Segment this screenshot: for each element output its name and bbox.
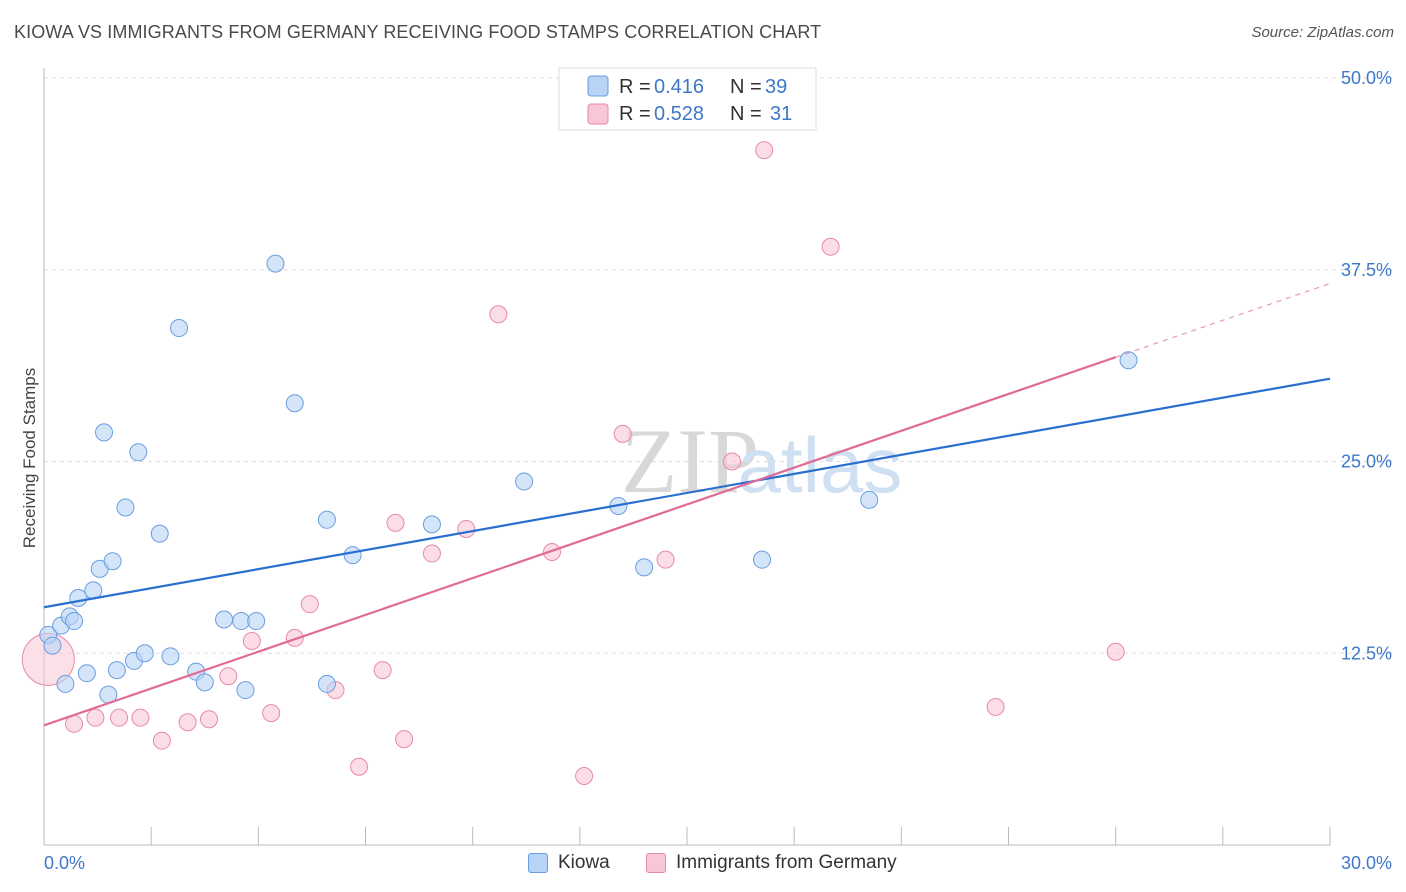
point-kiowa: [247, 612, 266, 631]
point-kiowa: [43, 636, 62, 655]
point-germany: [723, 452, 742, 471]
point-germany: [1106, 642, 1125, 661]
point-germany: [542, 543, 561, 562]
point-kiowa: [170, 319, 189, 338]
legend-item-germany: Immigrants from Germany: [646, 852, 897, 874]
series-germany-points: [21, 70, 1125, 785]
point-germany: [395, 730, 414, 749]
point-germany: [656, 550, 675, 569]
source-label: Source: ZipAtlas.com: [1251, 24, 1394, 41]
point-kiowa: [103, 552, 122, 571]
x-tick-label-min: 0.0%: [44, 853, 85, 873]
point-kiowa: [753, 550, 772, 569]
y-axis-label: Receiving Food Stamps: [20, 368, 39, 548]
point-kiowa: [317, 674, 336, 693]
point-germany: [457, 519, 476, 538]
point-kiowa: [150, 524, 169, 543]
point-germany: [613, 424, 632, 443]
point-kiowa: [116, 498, 135, 517]
trendline-kiowa: [43, 377, 1331, 609]
point-kiowa: [161, 647, 180, 666]
legend-swatch-kiowa-bottom: [528, 853, 548, 873]
point-kiowa: [129, 443, 148, 462]
point-germany: [373, 661, 392, 680]
point-germany: [575, 766, 594, 785]
point-kiowa: [635, 558, 654, 577]
point-kiowa: [232, 612, 251, 631]
legend-label-germany: Immigrants from Germany: [676, 852, 897, 873]
legend-swatch-kiowa: [587, 75, 609, 97]
point-kiowa: [215, 610, 234, 629]
point-kiowa: [860, 490, 879, 509]
point-germany: [242, 631, 261, 650]
point-kiowa: [135, 644, 154, 663]
point-kiowa: [285, 394, 304, 413]
point-germany: [755, 141, 774, 160]
point-germany: [152, 731, 171, 750]
point-germany: [489, 305, 508, 324]
point-kiowa: [95, 423, 114, 442]
trendline-germany-extension: [1115, 282, 1331, 358]
point-germany: [86, 708, 105, 727]
point-germany: [821, 237, 840, 256]
point-kiowa: [77, 664, 96, 683]
legend-r-value-germany: 0.528: [654, 103, 704, 125]
trendline-germany: [43, 356, 1117, 727]
legend-r-label-kiowa: R =: [619, 76, 651, 98]
point-germany: [262, 704, 281, 723]
x-ticks: [43, 827, 1331, 845]
legend-n-value-germany: 31: [770, 103, 792, 125]
point-kiowa: [422, 515, 441, 534]
point-kiowa: [107, 661, 126, 680]
point-germany: [350, 757, 369, 776]
legend-label-kiowa: Kiowa: [558, 852, 610, 873]
grid-lines: [44, 77, 1392, 654]
legend-n-label-kiowa: N =: [730, 76, 762, 98]
chart-title: KIOWA VS IMMIGRANTS FROM GERMANY RECEIVI…: [14, 22, 822, 42]
point-kiowa: [266, 254, 285, 273]
y-tick-labels: 12.5% 25.0% 37.5% 50.0%: [1341, 68, 1392, 663]
point-kiowa: [195, 673, 214, 692]
legend-swatch-germany-bottom: [646, 853, 666, 873]
y-tick-label: 12.5%: [1341, 643, 1392, 663]
point-germany: [200, 710, 219, 729]
point-germany: [219, 667, 238, 686]
point-kiowa: [69, 589, 88, 608]
point-kiowa: [56, 674, 75, 693]
point-kiowa: [515, 472, 534, 491]
point-germany: [110, 708, 129, 727]
y-tick-label: 37.5%: [1341, 260, 1392, 280]
series-legend: Kiowa Immigrants from Germany: [0, 852, 1406, 878]
watermark-atlas: atlas: [738, 421, 903, 509]
point-kiowa: [317, 510, 336, 529]
series-kiowa-points: [39, 254, 1138, 704]
legend-item-kiowa: Kiowa: [528, 852, 610, 874]
y-tick-label: 25.0%: [1341, 452, 1392, 472]
point-germany: [422, 544, 441, 563]
point-kiowa: [1119, 351, 1138, 370]
axes: [43, 68, 1331, 846]
point-kiowa: [236, 681, 255, 700]
stats-legend: R = 0.416 N = 39 R = 0.528 N = 31: [558, 67, 817, 131]
point-kiowa: [65, 612, 84, 631]
point-kiowa: [343, 546, 362, 565]
point-germany: [386, 513, 405, 532]
legend-swatch-germany: [587, 103, 609, 125]
point-germany: [178, 713, 197, 732]
legend-n-label-germany: N =: [730, 103, 762, 125]
point-germany: [131, 708, 150, 727]
point-germany: [285, 628, 304, 647]
point-germany: [300, 595, 319, 614]
x-tick-label-max: 30.0%: [1341, 853, 1392, 873]
legend-r-value-kiowa: 0.416: [654, 76, 704, 98]
point-germany: [986, 697, 1005, 716]
y-tick-label: 50.0%: [1341, 68, 1392, 88]
legend-r-label-germany: R =: [619, 103, 651, 125]
trendlines: [43, 282, 1331, 727]
legend-n-value-kiowa: 39: [765, 76, 787, 98]
